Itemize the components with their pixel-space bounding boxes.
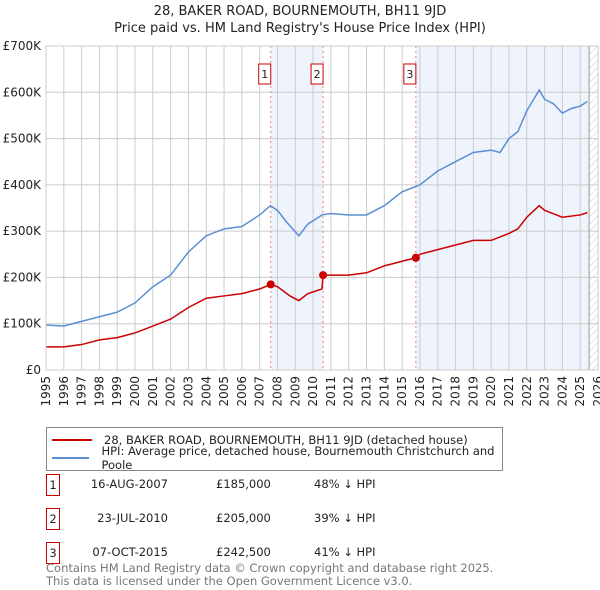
sale-marker-box: 2 xyxy=(46,508,60,530)
sale-point xyxy=(319,271,328,280)
line-chart: 1995 1996 1997 1998 1999 2000 2001 2002 2003 2004… xyxy=(3,39,600,407)
sale-marker-box: 3 xyxy=(46,542,60,564)
legend-item-hpi: HPI: Average price, detached house, Bour… xyxy=(52,444,502,472)
x-tick-label: 2004 xyxy=(199,376,213,407)
x-tick-label: 2023 xyxy=(538,376,552,407)
x-tick-label: 2007 xyxy=(253,376,267,407)
sale-point xyxy=(411,253,420,262)
x-tick-label: 2000 xyxy=(128,376,142,407)
legend: 28, BAKER ROAD, BOURNEMOUTH, BH11 9JD (d… xyxy=(46,427,503,472)
x-tick-label: 2018 xyxy=(449,376,463,407)
x-tick-label: 2022 xyxy=(520,376,534,407)
x-tick-label: 1997 xyxy=(75,376,89,407)
sale-date: 16-AUG-2007 xyxy=(90,477,168,491)
x-tick-label: 2015 xyxy=(395,376,409,407)
x-tick-label: 2009 xyxy=(288,376,302,407)
sale-hpi-diff: 48% ↓ HPI xyxy=(314,477,376,491)
x-tick-label: 2017 xyxy=(431,376,445,407)
sale-date: 23-JUL-2010 xyxy=(97,511,168,525)
x-tick-label: 2010 xyxy=(306,376,320,407)
x-tick-label: 1999 xyxy=(110,376,124,407)
x-tick-label: 2011 xyxy=(324,376,338,407)
sale-date: 07-OCT-2015 xyxy=(92,545,168,559)
hpi-line xyxy=(45,88,588,327)
legend-label: 28, BAKER ROAD, BOURNEMOUTH, BH11 9JD (d… xyxy=(104,433,468,447)
x-tick-label: 2002 xyxy=(164,376,178,407)
x-tick-label: 2016 xyxy=(413,376,427,407)
shaded-period xyxy=(270,46,324,370)
legend-item-property: 28, BAKER ROAD, BOURNEMOUTH, BH11 9JD (d… xyxy=(52,431,468,449)
legend-label: HPI: Average price, detached house, Bour… xyxy=(101,444,495,472)
forecast-hatch xyxy=(589,46,598,370)
legend-swatch-blue xyxy=(52,457,90,459)
y-tick-label: £0 xyxy=(26,363,41,377)
sale-label-box xyxy=(403,63,417,85)
x-tick-label: 2012 xyxy=(342,376,356,407)
x-tick-label: 2024 xyxy=(555,376,569,407)
x-tick-label: 2026 xyxy=(591,376,600,407)
x-tick-label: 2003 xyxy=(181,376,195,407)
sale-label: 1 xyxy=(261,68,268,81)
x-tick-label: 1996 xyxy=(57,376,71,407)
footer-licence: This data is licensed under the Open Gov… xyxy=(46,574,413,588)
x-tick-label: 1995 xyxy=(39,376,53,407)
sale-hpi-diff: 39% ↓ HPI xyxy=(314,511,376,525)
sale-price: £205,000 xyxy=(216,511,271,525)
x-tick-label: 2019 xyxy=(466,376,480,407)
legend-swatch-red xyxy=(52,439,92,441)
y-tick-label: £600K xyxy=(3,85,43,99)
y-tick-label: £400K xyxy=(3,178,43,192)
shaded-period xyxy=(415,46,590,370)
sale-price: £242,500 xyxy=(216,545,271,559)
x-tick-label: 2005 xyxy=(217,376,231,407)
sale-price: £185,000 xyxy=(216,477,271,491)
footer: Contains HM Land Registry data © Crown c… xyxy=(46,562,493,588)
sale-marker-box: 1 xyxy=(46,474,60,496)
chart-subtitle: Price paid vs. HM Land Registry's House … xyxy=(114,21,486,36)
y-tick-label: £300K xyxy=(3,224,43,238)
footer-copyright: Contains HM Land Registry data © Crown c… xyxy=(46,561,494,575)
plot-frame xyxy=(45,45,599,371)
x-tick-label: 2001 xyxy=(146,376,160,407)
y-tick-label: £700K xyxy=(3,39,43,53)
x-tick-label: 2014 xyxy=(377,376,391,407)
x-tick-label: 2025 xyxy=(573,376,587,407)
x-tick-label: 2013 xyxy=(360,376,374,407)
sale-label-box xyxy=(258,63,272,85)
x-tick-label: 2021 xyxy=(502,376,516,407)
sale-label: 3 xyxy=(406,68,413,81)
x-tick-label: 2020 xyxy=(484,376,498,407)
x-tick-label: 2006 xyxy=(235,376,249,407)
sale-label-box xyxy=(310,63,324,85)
y-tick-label: £100K xyxy=(3,317,43,331)
y-tick-label: £200K xyxy=(3,270,43,284)
chart-title: 28, BAKER ROAD, BOURNEMOUTH, BH11 9JD xyxy=(153,4,447,19)
x-tick-label: 2008 xyxy=(270,376,284,407)
x-tick-label: 1998 xyxy=(92,376,106,407)
sale-point xyxy=(266,280,275,289)
y-tick-label: £500K xyxy=(3,132,43,146)
sale-label: 2 xyxy=(314,68,321,81)
sale-hpi-diff: 41% ↓ HPI xyxy=(314,545,376,559)
